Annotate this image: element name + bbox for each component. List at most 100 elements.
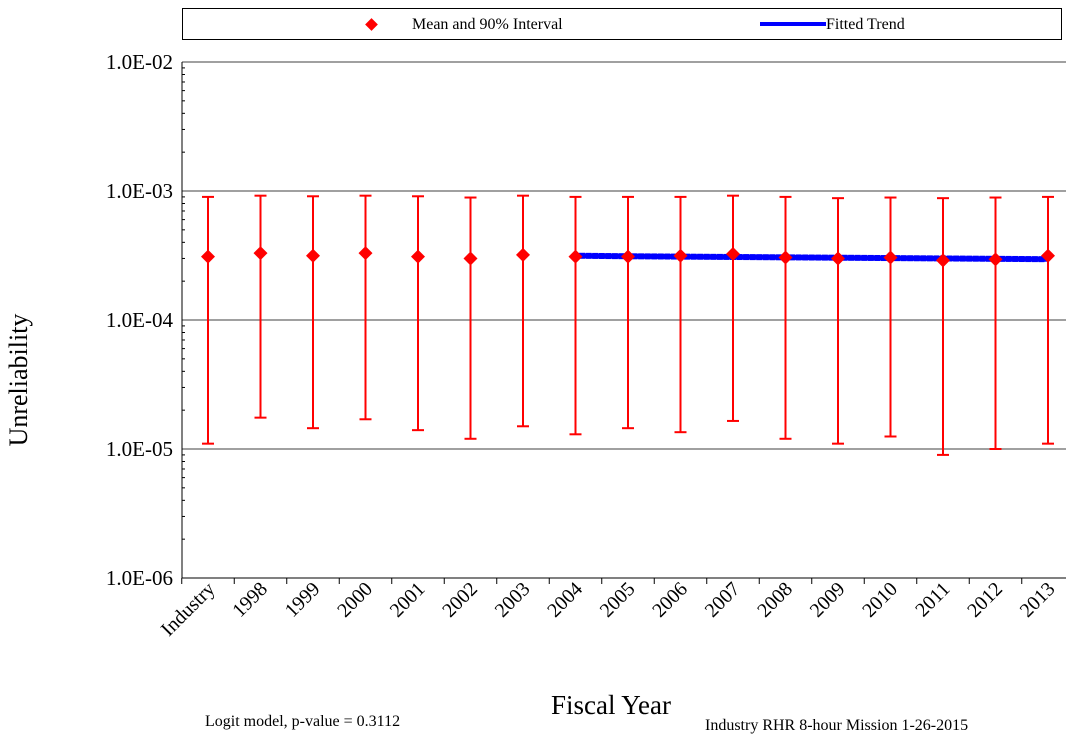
- trend-point: [690, 253, 697, 260]
- trend-point: [848, 254, 855, 261]
- gridlines: [182, 61, 1066, 450]
- trend-point: [795, 254, 802, 261]
- trend-point: [880, 255, 887, 262]
- trend-point: [644, 253, 651, 260]
- trend-point: [808, 254, 815, 261]
- x-tick-label: 2012: [963, 578, 1007, 622]
- mean-marker: [778, 250, 793, 265]
- mean-marker: [358, 246, 373, 261]
- trend-point: [979, 255, 986, 262]
- trend-point: [769, 254, 776, 261]
- trend-point: [867, 254, 874, 261]
- trend-point: [697, 253, 704, 260]
- trend-point: [854, 254, 861, 261]
- x-tick-label: 2003: [491, 578, 535, 622]
- mean-marker: [936, 253, 950, 268]
- y-tick-label: 1.0E-04: [106, 308, 174, 332]
- x-tick-label: 2013: [1016, 578, 1060, 622]
- x-tick-label: 2002: [438, 578, 482, 622]
- trend-point: [802, 254, 809, 261]
- trend-point: [959, 255, 966, 262]
- trend-point: [913, 255, 920, 262]
- trend-point: [579, 252, 586, 259]
- x-tick-label: 1999: [281, 578, 325, 622]
- y-axis-ticks: 1.0E-06 1.0E-05 1.0E-04 1.0E-03 1.0E-02: [106, 50, 185, 590]
- trend-point: [874, 254, 881, 261]
- trend-point: [592, 252, 599, 259]
- trend-point: [1038, 256, 1045, 263]
- trend-point: [756, 254, 763, 261]
- trend-point: [966, 255, 973, 262]
- trend-point: [907, 255, 914, 262]
- mean-marker: [411, 249, 425, 264]
- trend-point: [749, 254, 756, 261]
- trend-point: [920, 255, 927, 262]
- mean-marker: [831, 251, 845, 266]
- trend-point: [585, 252, 592, 259]
- y-tick-label: 1.0E-03: [106, 179, 173, 203]
- x-tick-label: 2008: [753, 578, 797, 622]
- trend-point: [651, 253, 658, 260]
- x-tick-label: 2004: [543, 578, 587, 622]
- x-tick-label: 2009: [806, 578, 850, 622]
- trend-point: [684, 253, 691, 260]
- y-tick-label: 1.0E-06: [106, 566, 173, 590]
- trend-point: [972, 255, 979, 262]
- trend-point: [894, 255, 901, 262]
- trend-point: [703, 253, 710, 260]
- x-tick-label: 1998: [228, 578, 272, 622]
- mean-marker: [883, 250, 898, 265]
- legend-diamond-icon: [365, 18, 378, 31]
- model-note: Logit model, p-value = 0.3112: [205, 713, 401, 730]
- x-tick-label: 2011: [911, 578, 954, 621]
- x-axis-ticks: Industry 1998 1999 2000 2001 2002 2003 2004 2005…: [157, 578, 1060, 641]
- y-tick-label: 1.0E-02: [106, 50, 173, 74]
- trend-point: [1031, 256, 1038, 263]
- trend-point: [985, 255, 992, 262]
- trend-point: [743, 254, 750, 261]
- trend-point: [710, 253, 717, 260]
- x-tick-label: 2001: [386, 578, 430, 622]
- x-tick-label: 2005: [596, 578, 640, 622]
- trend-point: [598, 252, 605, 259]
- trend-point: [821, 254, 828, 261]
- legend-trend-line-icon: [760, 22, 826, 26]
- legend-mean-label: Mean and 90% Interval: [412, 16, 563, 33]
- mean-marker: [306, 248, 320, 263]
- trend-point: [605, 253, 612, 260]
- trend-point: [1018, 256, 1025, 263]
- trend-point: [611, 253, 618, 260]
- mean-marker: [463, 251, 478, 266]
- mean-marker: [201, 249, 215, 264]
- trend-point: [723, 253, 730, 260]
- mean-marker: [568, 249, 583, 264]
- trend-point: [1005, 255, 1012, 262]
- trend-point: [926, 255, 933, 262]
- x-tick-label: 2007: [701, 578, 745, 622]
- trend-point: [736, 254, 743, 261]
- mean-marker: [988, 252, 1003, 267]
- trend-point: [815, 254, 822, 261]
- trend-point: [861, 254, 868, 261]
- trend-point: [999, 255, 1006, 262]
- mean-marker: [621, 249, 635, 264]
- mean-marker: [726, 246, 740, 261]
- source-note: Industry RHR 8-hour Mission 1-26-2015: [705, 717, 969, 734]
- y-tick-label: 1.0E-05: [106, 437, 173, 461]
- trend-point: [638, 253, 645, 260]
- x-tick-label: 2000: [333, 578, 377, 622]
- trend-point: [953, 255, 960, 262]
- trend-point: [1025, 256, 1032, 263]
- mean-marker: [516, 247, 530, 262]
- legend: Mean and 90% Interval Fitted Trend: [182, 8, 1062, 40]
- trend-point: [933, 255, 940, 262]
- trend-point: [828, 254, 835, 261]
- trend-point: [946, 255, 953, 262]
- trend-point: [670, 253, 677, 260]
- x-tick-label: 2010: [858, 578, 902, 622]
- x-tick-label: 2006: [648, 578, 692, 622]
- fitted-trend-series: [572, 252, 1049, 263]
- y-axis-title: Unreliability: [4, 313, 33, 447]
- trend-point: [1012, 255, 1019, 262]
